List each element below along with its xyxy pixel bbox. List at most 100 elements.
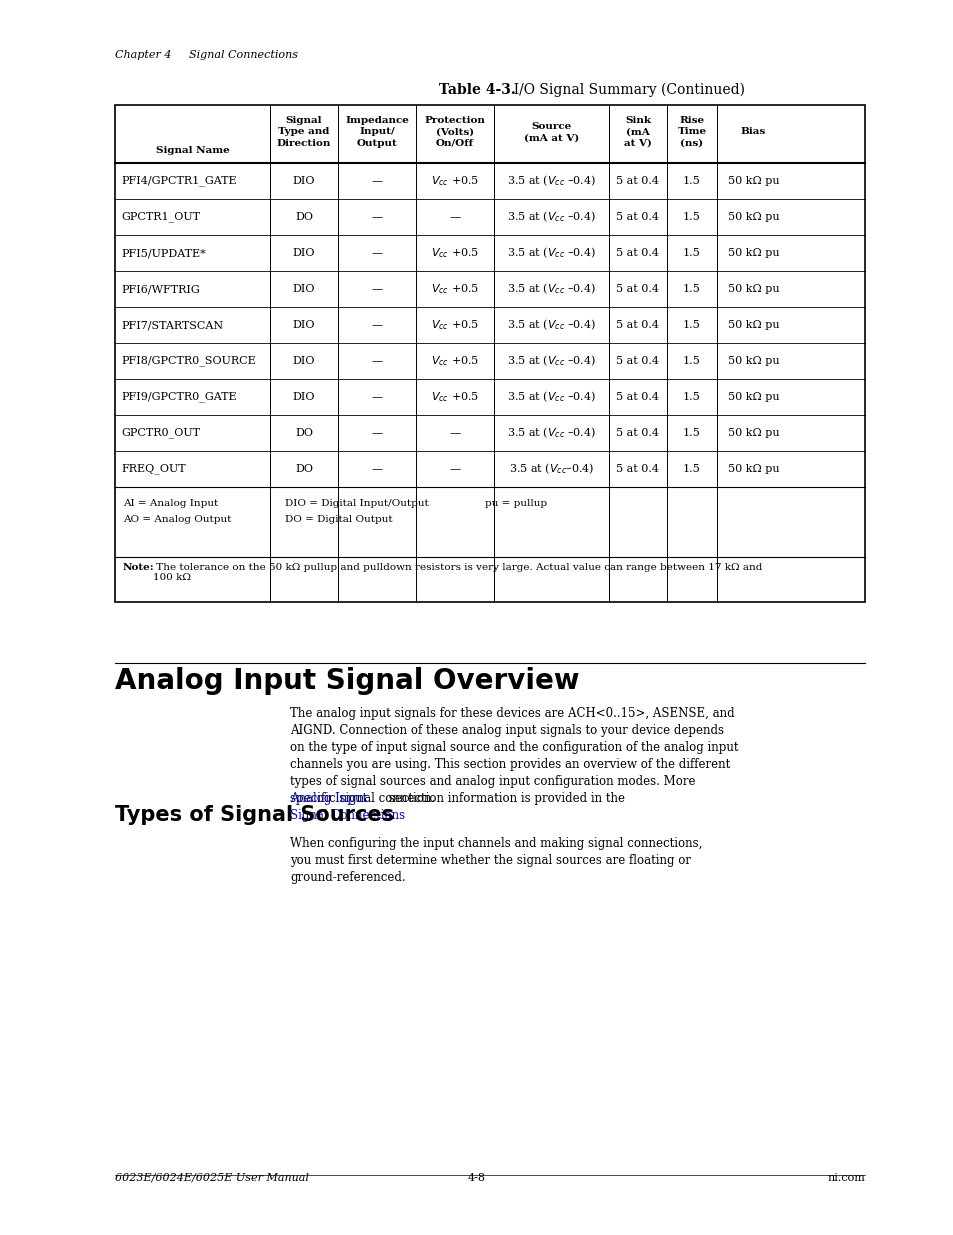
- Text: GPCTR1_OUT: GPCTR1_OUT: [121, 211, 200, 222]
- Text: 50 kΩ pu: 50 kΩ pu: [727, 429, 779, 438]
- Text: DIO: DIO: [293, 320, 314, 330]
- Text: PFI7/STARTSCAN: PFI7/STARTSCAN: [121, 320, 223, 330]
- Text: 50 kΩ pu: 50 kΩ pu: [727, 177, 779, 186]
- Text: 5 at 0.4: 5 at 0.4: [616, 320, 659, 330]
- Text: 1.5: 1.5: [682, 320, 700, 330]
- Text: 5 at 0.4: 5 at 0.4: [616, 284, 659, 294]
- Text: DIO: DIO: [293, 248, 314, 258]
- Text: 5 at 0.4: 5 at 0.4: [616, 177, 659, 186]
- Text: 50 kΩ pu: 50 kΩ pu: [727, 464, 779, 474]
- Text: —: —: [371, 284, 382, 294]
- Text: FREQ_OUT: FREQ_OUT: [121, 463, 186, 474]
- Text: section.: section.: [385, 792, 435, 805]
- Text: DO: DO: [294, 464, 313, 474]
- Text: —: —: [449, 429, 460, 438]
- Text: 3.5 at ($V_{cc}$ –0.4): 3.5 at ($V_{cc}$ –0.4): [506, 174, 596, 188]
- Text: 1.5: 1.5: [682, 464, 700, 474]
- Text: 50 kΩ pu: 50 kΩ pu: [727, 248, 779, 258]
- Text: PFI8/GPCTR0_SOURCE: PFI8/GPCTR0_SOURCE: [121, 356, 255, 367]
- Text: When configuring the input channels and making signal connections,
you must firs: When configuring the input channels and …: [290, 837, 701, 884]
- Text: 5 at 0.4: 5 at 0.4: [616, 464, 659, 474]
- Text: ni.com: ni.com: [826, 1173, 864, 1183]
- Text: 3.5 at ($V_{cc}$ –0.4): 3.5 at ($V_{cc}$ –0.4): [506, 282, 596, 296]
- Text: Analog Input
Signal Connections: Analog Input Signal Connections: [290, 792, 405, 823]
- Text: Chapter 4     Signal Connections: Chapter 4 Signal Connections: [115, 49, 297, 61]
- Text: —: —: [449, 212, 460, 222]
- Text: Rise
Time
(ns): Rise Time (ns): [677, 116, 706, 148]
- Text: Source
(mA at V): Source (mA at V): [523, 122, 578, 142]
- Text: —: —: [449, 464, 460, 474]
- Text: GPCTR0_OUT: GPCTR0_OUT: [121, 427, 200, 438]
- Text: 3.5 at ($V_{cc}$ –0.4): 3.5 at ($V_{cc}$ –0.4): [506, 390, 596, 404]
- Text: 1.5: 1.5: [682, 212, 700, 222]
- Text: —: —: [371, 248, 382, 258]
- Text: 3.5 at ($V_{cc}$ –0.4): 3.5 at ($V_{cc}$ –0.4): [506, 426, 596, 441]
- Text: DO: DO: [294, 429, 313, 438]
- Text: —: —: [371, 429, 382, 438]
- Text: 50 kΩ pu: 50 kΩ pu: [727, 391, 779, 403]
- Text: $V_{cc}$ +0.5: $V_{cc}$ +0.5: [431, 354, 478, 368]
- Text: Bias: Bias: [740, 127, 765, 137]
- Text: DIO: DIO: [293, 284, 314, 294]
- Text: 1.5: 1.5: [682, 356, 700, 366]
- Text: 5 at 0.4: 5 at 0.4: [616, 429, 659, 438]
- Text: 1.5: 1.5: [682, 429, 700, 438]
- Text: 3.5 at ($V_{cc}$ –0.4): 3.5 at ($V_{cc}$ –0.4): [506, 317, 596, 332]
- Text: 3.5 at ($V_{cc}$ –0.4): 3.5 at ($V_{cc}$ –0.4): [506, 246, 596, 261]
- Text: 1.5: 1.5: [682, 177, 700, 186]
- Text: —: —: [371, 464, 382, 474]
- Text: 5 at 0.4: 5 at 0.4: [616, 212, 659, 222]
- Text: PFI4/GPCTR1_GATE: PFI4/GPCTR1_GATE: [121, 175, 236, 186]
- Text: 3.5 at ($V_{cc}$ –0.4): 3.5 at ($V_{cc}$ –0.4): [506, 210, 596, 225]
- Text: —: —: [371, 177, 382, 186]
- Text: The analog input signals for these devices are ACH<0..15>, ASENSE, and
AIGND. Co: The analog input signals for these devic…: [290, 706, 738, 805]
- Text: 4-8: 4-8: [468, 1173, 485, 1183]
- Text: 50 kΩ pu: 50 kΩ pu: [727, 356, 779, 366]
- Text: DO = Digital Output: DO = Digital Output: [285, 515, 393, 524]
- Text: Note:: Note:: [123, 563, 154, 572]
- Text: 5 at 0.4: 5 at 0.4: [616, 248, 659, 258]
- Text: Types of Signal Sources: Types of Signal Sources: [115, 805, 394, 825]
- Text: Table 4-3.: Table 4-3.: [438, 83, 515, 98]
- Text: $V_{cc}$ +0.5: $V_{cc}$ +0.5: [431, 246, 478, 259]
- Text: $V_{cc}$ +0.5: $V_{cc}$ +0.5: [431, 390, 478, 404]
- Text: —: —: [371, 391, 382, 403]
- Text: $V_{cc}$ +0.5: $V_{cc}$ +0.5: [431, 174, 478, 188]
- Text: 5 at 0.4: 5 at 0.4: [616, 356, 659, 366]
- Text: PFI6/WFTRIG: PFI6/WFTRIG: [121, 284, 199, 294]
- Text: —: —: [371, 320, 382, 330]
- Text: —: —: [371, 212, 382, 222]
- Text: Protection
(Volts)
On/Off: Protection (Volts) On/Off: [424, 116, 485, 148]
- Text: 6023E/6024E/6025E User Manual: 6023E/6024E/6025E User Manual: [115, 1173, 309, 1183]
- Text: 50 kΩ pu: 50 kΩ pu: [727, 320, 779, 330]
- Text: DIO: DIO: [293, 356, 314, 366]
- Text: Signal
Type and
Direction: Signal Type and Direction: [276, 116, 331, 148]
- Text: I/O Signal Summary (Continued): I/O Signal Summary (Continued): [504, 83, 744, 98]
- Text: DIO: DIO: [293, 391, 314, 403]
- Text: 1.5: 1.5: [682, 391, 700, 403]
- Text: The tolerance on the 50 kΩ pullup and pulldown resistors is very large. Actual v: The tolerance on the 50 kΩ pullup and pu…: [152, 563, 761, 583]
- Text: PFI5/UPDATE*: PFI5/UPDATE*: [121, 248, 206, 258]
- Text: AO = Analog Output: AO = Analog Output: [123, 515, 232, 524]
- Text: —: —: [371, 356, 382, 366]
- Text: PFI9/GPCTR0_GATE: PFI9/GPCTR0_GATE: [121, 391, 236, 403]
- Text: DO: DO: [294, 212, 313, 222]
- Text: Impedance
Input/
Output: Impedance Input/ Output: [345, 116, 409, 148]
- Text: Sink
(mA
at V): Sink (mA at V): [623, 116, 651, 148]
- Text: 50 kΩ pu: 50 kΩ pu: [727, 212, 779, 222]
- Text: $V_{cc}$ +0.5: $V_{cc}$ +0.5: [431, 319, 478, 332]
- Text: pu = pullup: pu = pullup: [484, 499, 547, 508]
- Text: 1.5: 1.5: [682, 248, 700, 258]
- Text: 3.5 at ($V_{cc}$–0.4): 3.5 at ($V_{cc}$–0.4): [508, 462, 594, 477]
- Text: 50 kΩ pu: 50 kΩ pu: [727, 284, 779, 294]
- Text: 5 at 0.4: 5 at 0.4: [616, 391, 659, 403]
- Text: Analog Input Signal Overview: Analog Input Signal Overview: [115, 667, 578, 695]
- Text: AI = Analog Input: AI = Analog Input: [123, 499, 218, 508]
- Text: DIO: DIO: [293, 177, 314, 186]
- Text: Signal Name: Signal Name: [155, 146, 229, 156]
- Bar: [115, 105, 864, 601]
- Text: 1.5: 1.5: [682, 284, 700, 294]
- Text: 3.5 at ($V_{cc}$ –0.4): 3.5 at ($V_{cc}$ –0.4): [506, 353, 596, 368]
- Text: $V_{cc}$ +0.5: $V_{cc}$ +0.5: [431, 282, 478, 296]
- Text: DIO = Digital Input/Output: DIO = Digital Input/Output: [285, 499, 428, 508]
